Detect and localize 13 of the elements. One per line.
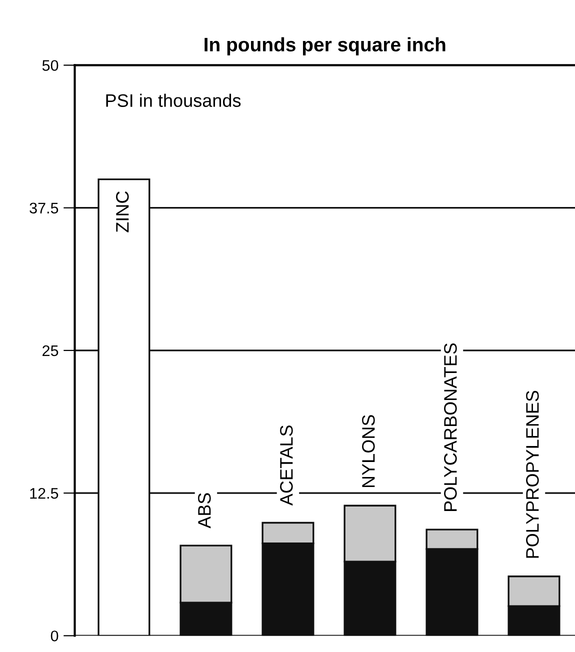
x-tick-label: POLYPROPYLENES (526, 390, 539, 558)
x-tick-label: ABS (198, 493, 211, 528)
y-tick-label: 0 (50, 630, 58, 642)
x-tick-label: ACETALS (280, 426, 293, 506)
y-tick-label: 37.5 (30, 202, 58, 214)
y-tick-label: 25 (42, 345, 58, 356)
y-tick-label: 12.5 (30, 488, 58, 499)
x-tick-label: ZINC (116, 191, 129, 232)
x-tick-label: NYLONS (362, 415, 375, 488)
y-tick-label: 50 (42, 60, 58, 71)
x-tick-label: POLYCARBONATES (444, 343, 457, 511)
chart-title: In pounds per square inch (204, 37, 446, 56)
annotation: PSI in thousands (106, 94, 241, 107)
